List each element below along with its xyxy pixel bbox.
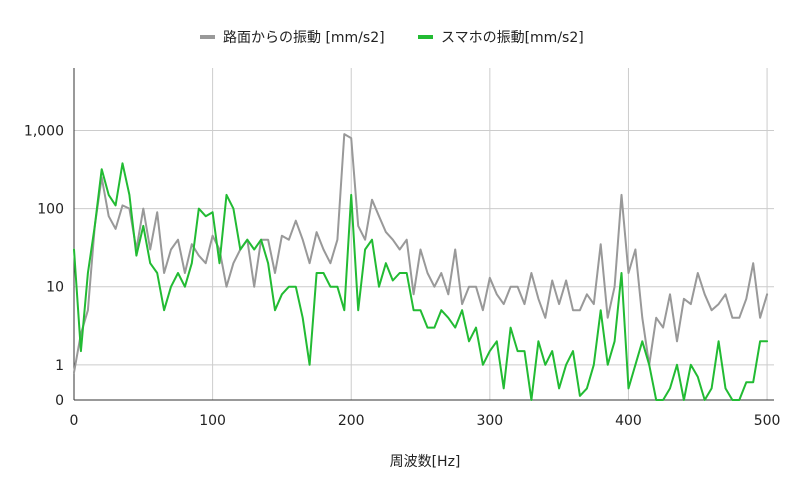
y-axis: 0 1 10 100 1,000	[24, 68, 75, 409]
series-line-1	[73, 162, 769, 401]
y-tick-label: 1	[55, 358, 64, 374]
y-tick-label: 1,000	[24, 123, 64, 139]
x-tick-label: 0	[70, 413, 79, 429]
x-tick-label: 400	[615, 413, 642, 429]
x-tick-label: 200	[338, 413, 365, 429]
legend-label-series-0: 路面からの振動 [mm/s2]	[223, 30, 385, 46]
legend: 路面からの振動 [mm/s2] スマホの振動[mm/s2]	[200, 30, 584, 46]
y-tick-label: 0	[55, 393, 64, 409]
x-tick-label: 100	[199, 413, 226, 429]
legend-label-series-1: スマホの振動[mm/s2]	[441, 30, 584, 46]
x-axis: 0 100 200 300 400 500	[70, 399, 781, 429]
x-tick-label: 300	[476, 413, 503, 429]
gridlines	[73, 68, 774, 401]
y-tick-label: 10	[46, 280, 64, 296]
series-line-0	[73, 133, 769, 374]
y-tick-label: 100	[37, 202, 64, 218]
x-axis-title: 周波数[Hz]	[390, 454, 461, 470]
plot-area	[73, 133, 769, 401]
x-tick-label: 500	[754, 413, 781, 429]
